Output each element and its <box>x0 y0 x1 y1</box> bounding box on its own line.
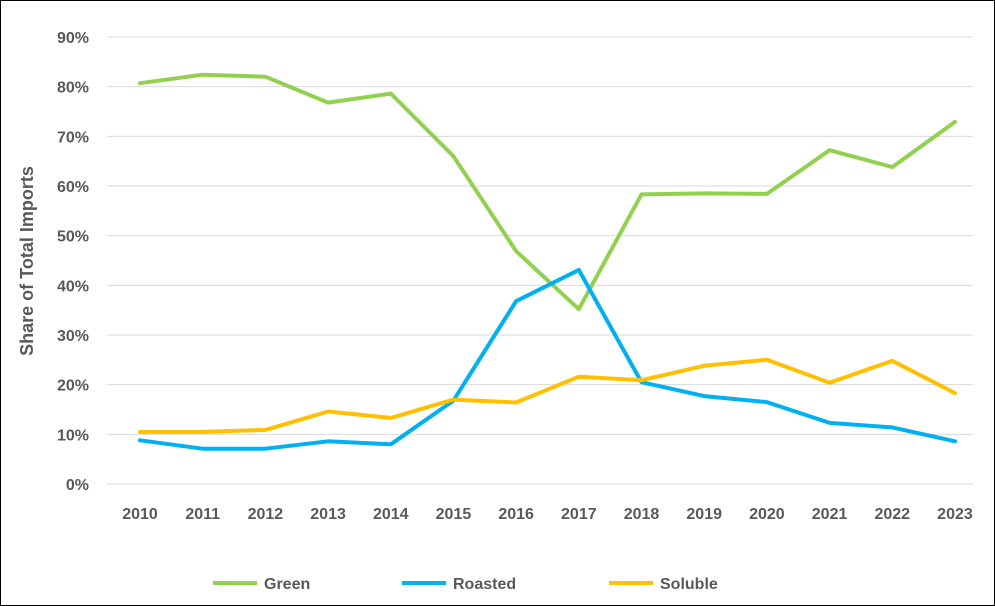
series-line-soluble <box>138 357 957 434</box>
y-axis-label: Share of Total Imports <box>17 166 37 356</box>
series-line-green <box>138 72 957 312</box>
y-tick-label: 40% <box>57 278 89 295</box>
x-tick-label: 2013 <box>310 506 346 523</box>
x-tick-label: 2012 <box>248 506 284 523</box>
y-tick-label: 50% <box>57 229 89 246</box>
x-tick-label: 2020 <box>749 506 785 523</box>
x-axis-ticks: 2010 2011 2012 2013 2014 2015 2016 2017 2018 2019… <box>122 506 973 523</box>
y-tick-label: 10% <box>57 427 89 444</box>
legend-label-green: Green <box>264 576 310 593</box>
x-tick-label: 2022 <box>874 506 910 523</box>
y-tick-label: 30% <box>57 328 89 345</box>
y-tick-label: 60% <box>57 179 89 196</box>
y-tick-label: 80% <box>57 80 89 97</box>
x-tick-label: 2021 <box>812 506 848 523</box>
gridlines <box>107 36 973 485</box>
y-tick-label: 70% <box>57 129 89 146</box>
x-tick-label: 2019 <box>686 506 722 523</box>
x-tick-label: 2015 <box>436 506 472 523</box>
y-tick-label: 20% <box>57 378 89 395</box>
series-lines <box>138 72 957 451</box>
legend-label-soluble: Soluble <box>660 576 718 593</box>
series-line-roasted <box>138 267 957 451</box>
x-tick-label: 2016 <box>498 506 534 523</box>
y-axis-ticks: 0% 10% 20% 30% 40% 50% 60% 70% 80% 90% <box>57 30 89 494</box>
x-tick-label: 2014 <box>373 506 409 523</box>
legend: Green Roasted Soluble <box>213 576 718 593</box>
x-tick-label: 2017 <box>561 506 597 523</box>
legend-label-roasted: Roasted <box>453 576 516 593</box>
x-tick-label: 2010 <box>122 506 158 523</box>
x-tick-label: 2023 <box>937 506 973 523</box>
y-tick-label: 90% <box>57 30 89 47</box>
x-tick-label: 2018 <box>624 506 660 523</box>
x-tick-label: 2011 <box>185 506 220 523</box>
y-tick-label: 0% <box>66 477 89 494</box>
